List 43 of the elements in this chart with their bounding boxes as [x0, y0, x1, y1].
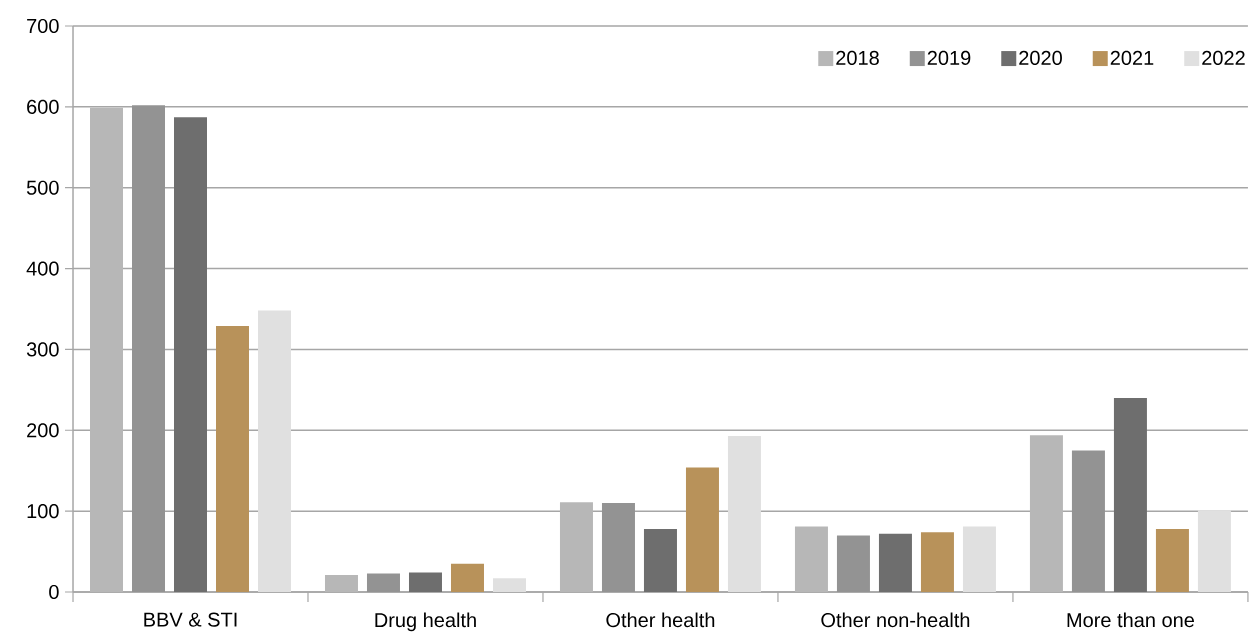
- bar: [174, 117, 207, 592]
- legend-label: 2019: [927, 50, 971, 65]
- y-tick-label: 100: [27, 504, 59, 519]
- legend-label: 2020: [1019, 50, 1062, 65]
- y-tick-label: 400: [26, 261, 59, 276]
- bar: [962, 526, 996, 592]
- bar: [90, 107, 123, 592]
- bar: [1197, 510, 1231, 592]
- bar: [1113, 397, 1147, 592]
- y-tick-label: 300: [26, 342, 59, 357]
- x-tick-label: More than one: [1067, 612, 1194, 628]
- y-tick-label: 500: [26, 180, 59, 195]
- bar: [324, 575, 358, 592]
- x-tick-label: BBV & STI: [144, 612, 237, 627]
- legend-label: 2018: [836, 50, 879, 65]
- bar: [1155, 528, 1189, 592]
- bar: [450, 563, 484, 592]
- legend-label: 2022: [1202, 50, 1245, 65]
- bar: [366, 573, 400, 592]
- bar: [878, 533, 912, 592]
- x-tick-label: Drug health: [375, 612, 476, 632]
- bar: [258, 310, 291, 592]
- x-tick-label: Other health: [606, 612, 715, 628]
- bar: [920, 532, 954, 592]
- bar: [216, 325, 249, 592]
- y-tick-label: 0: [49, 584, 59, 600]
- bar: [1029, 435, 1063, 592]
- bar: [132, 105, 165, 592]
- bar: [727, 435, 761, 592]
- bar: [836, 535, 870, 592]
- bar: [559, 502, 593, 592]
- bar: [408, 572, 442, 592]
- bar: [1071, 450, 1105, 592]
- x-tick-label: Other non-health: [821, 612, 970, 628]
- y-tick-label: 700: [27, 18, 59, 34]
- bar: [492, 578, 526, 592]
- legend-label: 2021: [1110, 50, 1154, 65]
- y-tick-label: 200: [27, 423, 59, 438]
- bar: [601, 503, 635, 592]
- bar: [794, 526, 828, 592]
- bar: [685, 467, 719, 592]
- y-tick-label: 600: [27, 99, 59, 114]
- bar: [643, 528, 677, 592]
